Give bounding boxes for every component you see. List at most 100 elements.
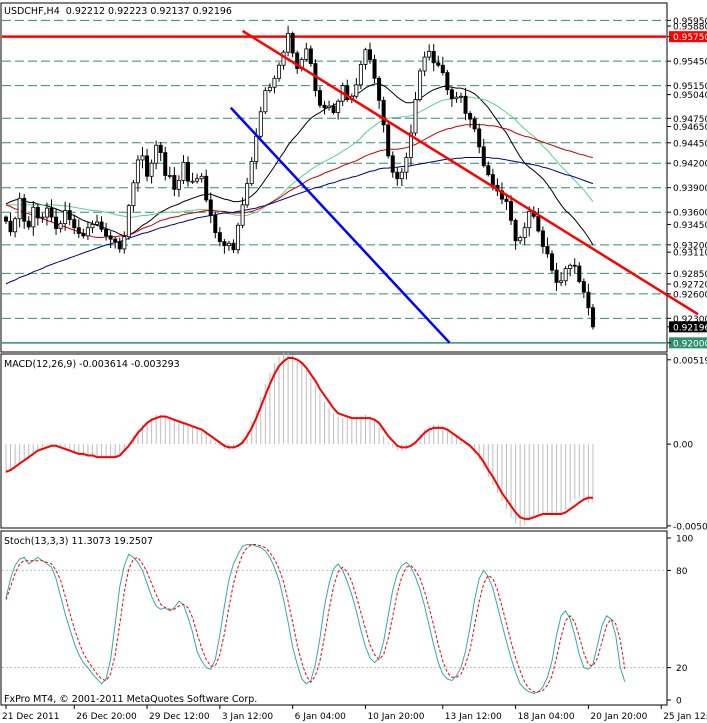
- candle-body: [226, 242, 231, 247]
- candle-body: [522, 227, 527, 238]
- candle-body: [449, 89, 454, 100]
- candle-body: [240, 204, 245, 226]
- candle-body: [572, 264, 577, 267]
- candle-body: [31, 206, 36, 228]
- candle-body: [195, 178, 200, 182]
- candle-body: [267, 86, 272, 91]
- candle-body: [336, 100, 341, 113]
- trendline: [241, 29, 699, 316]
- price-tick-highlight: [669, 321, 707, 333]
- candle-body: [468, 113, 473, 120]
- stoch-tick-label: 100: [676, 535, 693, 545]
- candle-body: [113, 238, 118, 242]
- candle-body: [372, 59, 377, 79]
- price-tick-label: 0.94650: [673, 123, 707, 133]
- candle-body: [581, 281, 586, 293]
- stoch-main-line: [5, 544, 626, 695]
- candle-body: [331, 105, 336, 113]
- candle-body: [44, 207, 49, 218]
- candle-body: [67, 210, 72, 220]
- candle-body: [481, 146, 486, 167]
- candle-body: [290, 32, 295, 54]
- candle-body: [4, 216, 9, 222]
- price-tick-label: 0.93200: [673, 241, 707, 251]
- candle-body: [568, 264, 573, 269]
- price-tick-label: 0.92300: [673, 315, 707, 325]
- price-tick-label: 0.92720: [673, 281, 707, 291]
- candle-body: [258, 111, 263, 137]
- stoch-tick-label: 20: [676, 664, 688, 674]
- candle-body: [122, 236, 127, 250]
- candle-body: [190, 180, 195, 183]
- candle-body: [35, 206, 40, 219]
- price-tick-label: 0.93900: [673, 184, 707, 194]
- candle-body: [404, 157, 409, 173]
- candle-body: [418, 70, 423, 100]
- price-tick-highlight: [669, 31, 707, 43]
- macd-tick-label: 0.00: [673, 441, 693, 451]
- time-tick-label: 6 Jan 04:00: [295, 712, 347, 722]
- time-tick-label: 3 Jan 12:00: [222, 712, 274, 722]
- candle-body: [22, 197, 27, 222]
- stoch-tick-label: 80: [676, 567, 688, 577]
- candle-body: [222, 241, 227, 247]
- macd-signal-line: [5, 357, 593, 520]
- candle-body: [390, 155, 395, 173]
- candle-body: [440, 64, 445, 73]
- price-title: USDCHF,H4 0.92212 0.92223 0.92137 0.92196: [4, 6, 232, 17]
- candle-body: [199, 175, 204, 180]
- macd-title: MACD(12,26,9) -0.003614 -0.003293: [4, 359, 180, 370]
- candle-body: [185, 161, 190, 182]
- price-tick-label: 0.94450: [673, 139, 707, 149]
- candle-body: [486, 165, 491, 176]
- candle-body: [208, 199, 213, 216]
- candle-body: [126, 205, 131, 238]
- candle-body: [272, 77, 277, 88]
- candle-body: [76, 227, 81, 234]
- candle-body: [13, 218, 18, 233]
- time-tick-label: 21 Dec 2011: [2, 712, 60, 722]
- candle-body: [458, 95, 463, 98]
- candle-body: [540, 230, 545, 247]
- candle-body: [140, 155, 145, 161]
- candle-body: [181, 161, 186, 181]
- price-tick-label: 0.93450: [673, 221, 707, 231]
- moving-average-line: [6, 96, 594, 218]
- price-tick-label: 0.92196: [673, 323, 707, 333]
- candle-body: [367, 49, 372, 60]
- candle-body: [386, 124, 391, 157]
- candle-body: [54, 216, 59, 229]
- candle-body: [563, 268, 568, 282]
- candle-body: [586, 291, 591, 309]
- candle-body: [490, 174, 495, 186]
- candle-body: [295, 52, 300, 69]
- candle-body: [167, 175, 172, 177]
- candle-body: [8, 220, 13, 233]
- candle-body: [281, 51, 286, 66]
- macd-axis: 0.00519 0.00 -0.00503: [667, 356, 707, 532]
- candle-body: [63, 210, 68, 225]
- candle-body: [377, 77, 382, 101]
- candle-body: [590, 307, 595, 328]
- candle-body: [577, 265, 582, 283]
- candle-body: [527, 210, 532, 229]
- candle-body: [381, 99, 386, 126]
- candle-body: [354, 84, 359, 97]
- copyright-footer: FxPro MT4, © 2001-2011 MetaQuotes Softwa…: [4, 694, 257, 705]
- candle-body: [245, 183, 250, 206]
- candle-body: [90, 224, 95, 229]
- price-tick-label: 0.95950: [673, 17, 707, 27]
- time-tick-label: 26 Dec 20:00: [76, 712, 137, 722]
- candle-body: [431, 50, 436, 64]
- candle-body: [554, 269, 559, 283]
- candle-body: [276, 64, 281, 79]
- candle-body: [363, 49, 368, 65]
- moving-average-line: [5, 83, 594, 246]
- candle-body: [85, 227, 90, 237]
- candle-body: [117, 241, 122, 250]
- candle-body: [472, 118, 477, 130]
- candle-body: [304, 48, 309, 60]
- candle-body: [163, 152, 168, 176]
- price-pane-frame: [0, 2, 668, 353]
